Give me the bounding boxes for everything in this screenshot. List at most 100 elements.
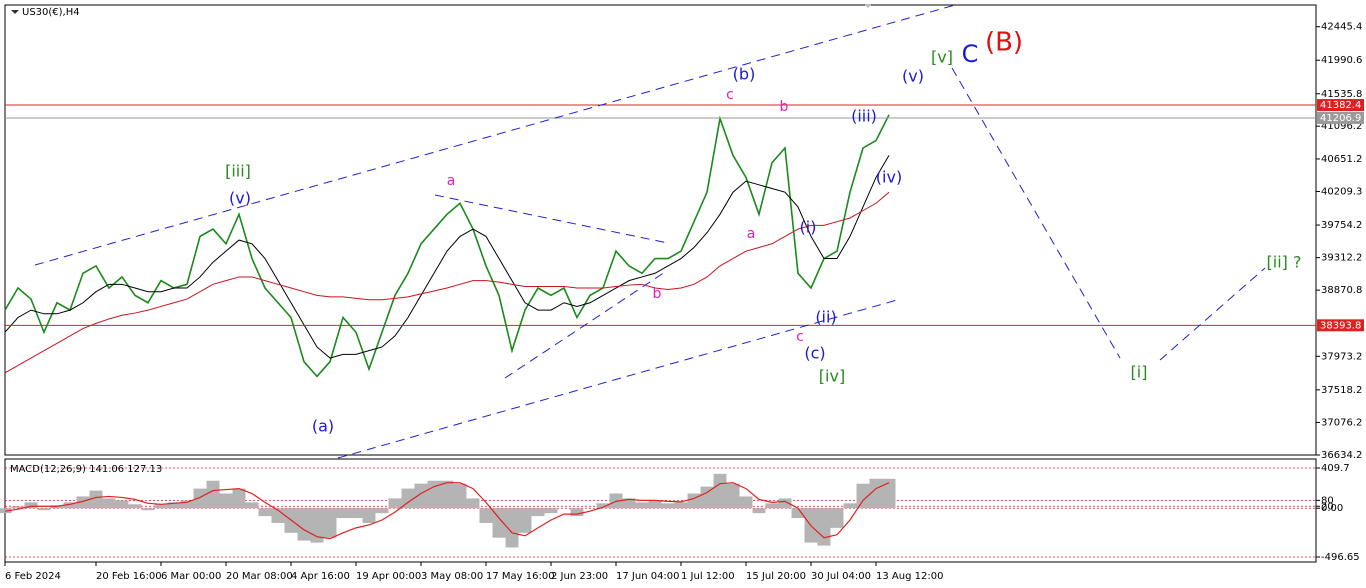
y-tick-label: 40651.2 <box>1321 154 1362 165</box>
wave-label: [v] <box>931 48 953 67</box>
wave-label: a <box>447 173 456 189</box>
wave-label: c <box>796 329 804 345</box>
macd-bar <box>193 488 207 509</box>
macd-bar <box>206 480 220 509</box>
price-line <box>4 155 890 359</box>
x-tick-label: 20 Feb 16:00 <box>96 571 162 582</box>
macd-bar <box>635 502 649 509</box>
macd-bar <box>674 502 688 509</box>
x-tick-label: 3 May 08:00 <box>421 571 483 582</box>
macd-bar <box>219 493 233 509</box>
y-tick-label: 41990.6 <box>1321 55 1362 66</box>
macd-bar <box>141 508 155 511</box>
wave-label: (i) <box>800 218 817 237</box>
macd-bar <box>479 508 493 523</box>
x-tick-label: 6 Mar 00:00 <box>161 571 221 582</box>
macd-bar <box>778 498 792 509</box>
symbol-arrow <box>11 10 19 14</box>
macd-bar <box>89 490 103 509</box>
y-tick-label: 409.7 <box>1321 463 1350 474</box>
signal-line <box>4 482 890 540</box>
macd-bar <box>115 500 129 509</box>
wave-lines <box>34 4 1266 459</box>
x-tick-label: 1 Jul 12:00 <box>681 571 735 582</box>
y-tick-label: 40209.3 <box>1321 187 1362 198</box>
level-tag <box>1317 319 1364 332</box>
triangle-bottom <box>504 271 666 379</box>
y-tick-label: 41535.8 <box>1321 89 1362 100</box>
y-tick-label: 38870.8 <box>1321 285 1362 296</box>
wave-label: (iv) <box>876 168 902 187</box>
projection-up <box>1159 267 1266 361</box>
macd-bar <box>11 506 25 509</box>
macd-bar <box>154 504 168 509</box>
macd-bar <box>700 486 714 509</box>
y-tick-label: 37076.2 <box>1321 417 1362 428</box>
wave-label: [i] <box>1131 363 1148 382</box>
macd-bar <box>518 508 532 533</box>
channel-bottom <box>337 299 898 459</box>
macd-bar <box>63 502 77 509</box>
macd-bar <box>37 508 51 511</box>
x-tick-label: 2 Jun 23:00 <box>551 571 608 582</box>
x-tick-label: 13 Aug 12:00 <box>876 571 943 582</box>
x-tick-label: 17 Jun 04:00 <box>616 571 680 582</box>
macd-bar <box>531 508 545 517</box>
macd-bar <box>401 488 415 509</box>
macd-bar <box>544 508 558 514</box>
macd-bar <box>752 508 766 514</box>
x-tick-label: 20 Mar 08:00 <box>226 571 293 582</box>
y-tick-label: 39312.2 <box>1321 253 1362 264</box>
macd-bar <box>739 496 753 509</box>
projection-down <box>951 67 1121 359</box>
macd-bar <box>453 483 467 509</box>
macd-bar <box>817 508 831 546</box>
macd-bar <box>869 478 883 509</box>
macd-bar <box>570 508 584 517</box>
macd-bar <box>349 508 363 519</box>
x-tick-label: 30 Jul 04:00 <box>811 571 871 582</box>
x-tick-label: 4 Apr 16:00 <box>291 571 350 582</box>
x-tick-label: 6 Feb 2024 <box>5 571 61 582</box>
macd-bar <box>492 508 506 538</box>
main-frame <box>4 4 1317 456</box>
macd-bar <box>414 483 428 509</box>
macd-bar <box>245 502 259 509</box>
x-tick-label: 15 Jul 20:00 <box>746 571 806 582</box>
wave-label: (a) <box>312 417 334 436</box>
macd-bar <box>232 488 246 509</box>
wave-label: [ii] ? <box>1267 253 1302 272</box>
level-tag <box>1317 99 1364 112</box>
wave-label: [iv] <box>819 367 845 386</box>
y-tick-label: 41096.2 <box>1321 121 1362 132</box>
macd-bar <box>466 498 480 509</box>
macd-bar <box>24 502 38 509</box>
macd-bar <box>661 503 675 509</box>
x-tick-label: 19 Apr 00:00 <box>356 571 421 582</box>
macd-bar <box>505 508 519 548</box>
macd-bar <box>596 503 610 509</box>
macd-bar <box>388 498 402 509</box>
macd-bar <box>297 508 311 541</box>
channel-top <box>34 4 956 266</box>
macd-bar <box>622 498 636 509</box>
macd-bar <box>427 480 441 509</box>
macd-bar <box>765 503 779 509</box>
y-tick-label: 42445.4 <box>1321 22 1362 33</box>
wave-label: [iii] <box>225 162 251 181</box>
wave-label: (ii) <box>815 308 836 327</box>
y-tick-label: 0.00 <box>1321 503 1343 514</box>
macd-bar <box>323 508 337 538</box>
macd-bar <box>648 500 662 509</box>
macd-bar <box>843 503 857 509</box>
y-tick-label: 39754.2 <box>1321 220 1362 231</box>
wave-label: c <box>726 87 734 103</box>
macd-bar <box>258 508 272 517</box>
macd-bar <box>167 502 181 509</box>
macd-bar <box>375 508 389 514</box>
level-label: 41382.4 <box>1320 100 1361 111</box>
annotations: [iii] (v) a (a) (b) c b a b (i) (ii) c (… <box>225 28 1301 436</box>
wave-label: (v) <box>229 189 251 208</box>
wave-label: (iii) <box>851 107 877 126</box>
